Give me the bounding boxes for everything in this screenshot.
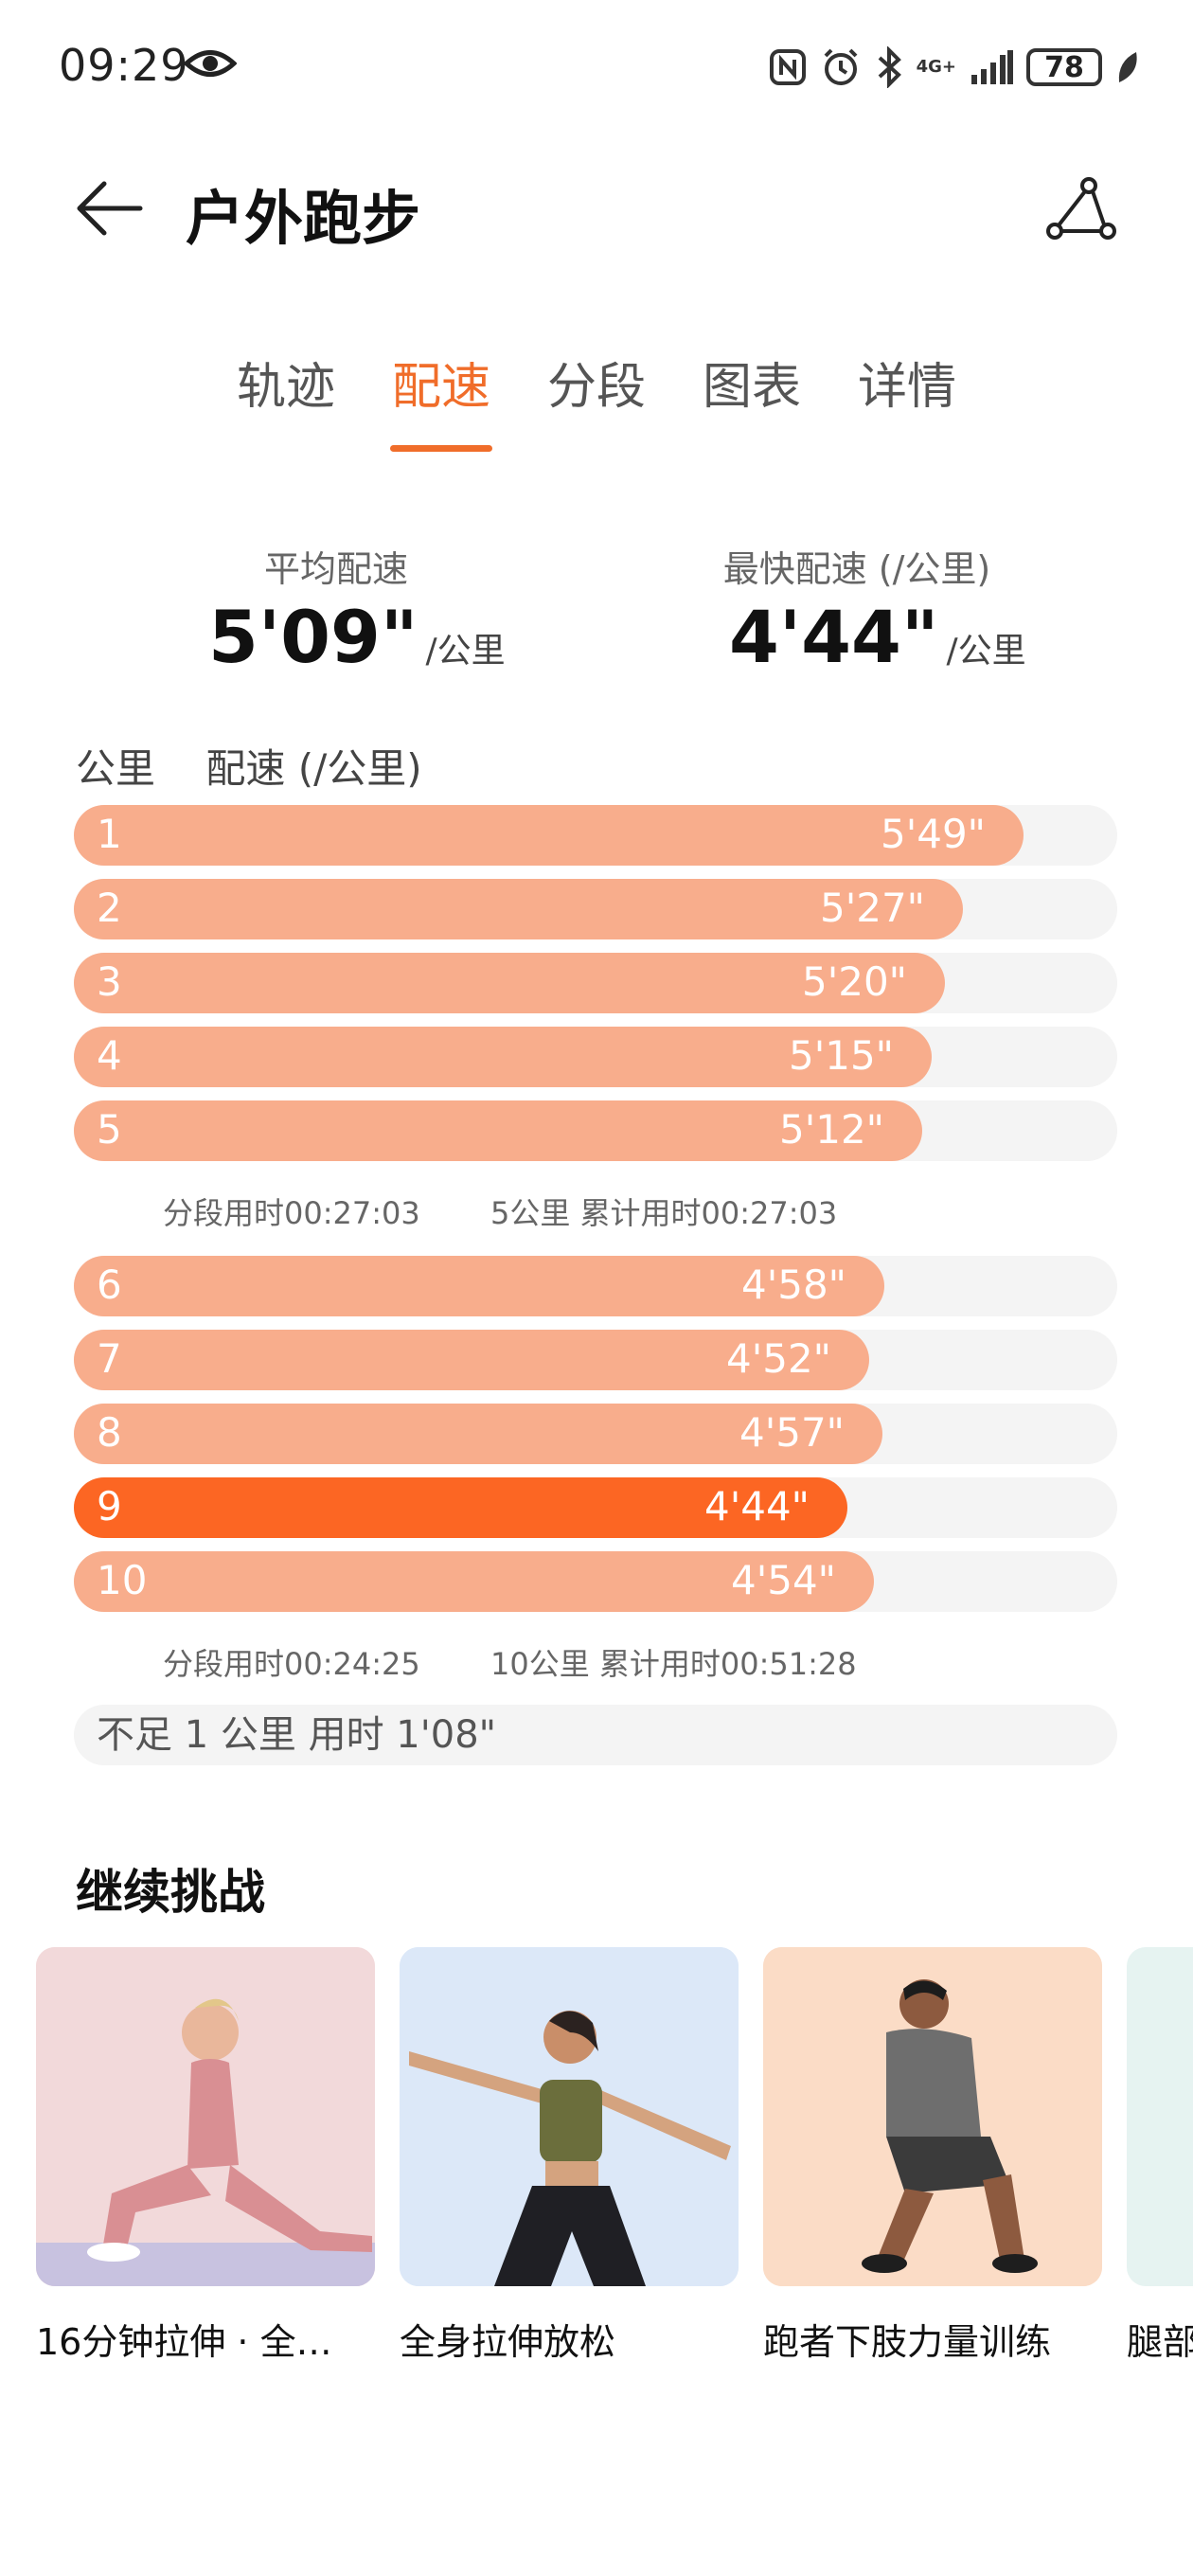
split-km: 3 <box>97 958 122 1005</box>
back-arrow-icon[interactable] <box>76 180 144 241</box>
split-row: 2 5'27" <box>74 879 1117 939</box>
remainder-row: 不足 1 公里 用时 1'08" <box>74 1705 1117 1765</box>
split-km: 1 <box>97 811 122 857</box>
squat-figure-image <box>763 1947 1102 2286</box>
tab-pace[interactable]: 配速 <box>389 347 493 452</box>
split-km: 7 <box>97 1335 122 1382</box>
split-bar <box>74 1256 884 1316</box>
eye-icon <box>183 47 238 83</box>
split-bar <box>74 1027 932 1087</box>
signal-icon <box>971 50 1013 84</box>
split-km: 5 <box>97 1106 122 1153</box>
workout-card-image[interactable] <box>1127 1947 1193 2286</box>
yoga-figure-image <box>400 1947 739 2286</box>
avg-pace-unit: /公里 <box>425 632 506 671</box>
split-pace: 4'57" <box>739 1409 845 1456</box>
split-pace: 4'58" <box>740 1261 846 1308</box>
split-km: 10 <box>97 1557 148 1603</box>
fastest-pace-unit: /公里 <box>946 632 1026 671</box>
cumulative-time: 5公里 累计用时00:27:03 <box>490 1195 838 1231</box>
column-km: 公里 <box>76 745 156 792</box>
workout-card-title[interactable]: 跑者下肢力量训练 <box>763 2321 1052 2363</box>
nfc-icon <box>769 49 806 85</box>
tab-details[interactable]: 详情 <box>858 359 957 416</box>
split-pace: 5'49" <box>880 811 986 857</box>
split-row: 4 5'15" <box>74 1027 1117 1087</box>
split-bar <box>74 1477 847 1538</box>
split-bar <box>74 1551 874 1612</box>
tab-splits[interactable]: 分段 <box>546 359 646 416</box>
workout-card-title[interactable]: 16分钟拉伸 · 全… <box>36 2321 332 2363</box>
split-bar <box>74 1404 882 1464</box>
split-pace: 5'27" <box>819 885 925 931</box>
split-pace: 4'44" <box>703 1483 810 1530</box>
fastest-pace-number: 4'44" <box>729 595 939 679</box>
split-pace: 5'20" <box>801 958 907 1005</box>
tab-track[interactable]: 轨迹 <box>236 359 335 416</box>
split-bar <box>74 1330 869 1390</box>
workout-card-image[interactable] <box>400 1947 739 2286</box>
split-bar <box>74 879 963 939</box>
split-bar <box>74 1100 922 1161</box>
split-pace: 5'15" <box>788 1032 894 1079</box>
workout-card-image[interactable] <box>36 1947 375 2286</box>
leaf-icon <box>1118 52 1137 82</box>
route-share-icon[interactable] <box>1045 176 1117 246</box>
workout-card-image[interactable] <box>763 1947 1102 2286</box>
split-km: 6 <box>97 1261 122 1308</box>
stretching-figure-image <box>36 1947 375 2286</box>
fastest-pace-value: 4'44" /公里 <box>729 595 1026 679</box>
split-pace: 5'12" <box>778 1106 884 1153</box>
avg-pace-value: 5'09" /公里 <box>208 595 506 679</box>
workout-card-title[interactable]: 全身拉伸放松 <box>400 2321 616 2363</box>
split-bar <box>74 805 1024 866</box>
split-row: 6 4'58" <box>74 1256 1117 1316</box>
split-row: 3 5'20" <box>74 953 1117 1013</box>
network-type: 4G+ <box>916 57 956 77</box>
status-time: 09:29 <box>59 40 189 91</box>
section-title: 继续挑战 <box>76 1865 265 1920</box>
split-row: 8 4'57" <box>74 1404 1117 1464</box>
split-row: 7 4'52" <box>74 1330 1117 1390</box>
alarm-icon <box>824 48 858 85</box>
split-km: 8 <box>97 1409 122 1456</box>
split-row: 1 5'49" <box>74 805 1117 866</box>
split-bar <box>74 953 945 1013</box>
segment-time: 分段用时00:27:03 <box>163 1195 420 1231</box>
column-pace: 配速 (/公里) <box>205 745 422 792</box>
split-pace: 4'52" <box>725 1335 831 1382</box>
split-km: 2 <box>97 885 122 931</box>
battery-indicator: 78 <box>1026 48 1102 86</box>
split-row: 9 4'44" <box>74 1477 1117 1538</box>
bluetooth-icon <box>878 46 901 88</box>
avg-pace-label: 平均配速 <box>263 548 408 590</box>
split-row: 5 5'12" <box>74 1100 1117 1161</box>
avg-pace-number: 5'09" <box>208 595 418 679</box>
tab-bar: 轨迹 配速 分段 图表 详情 <box>0 347 1193 452</box>
pace-table-header: 公里 配速 (/公里) <box>76 737 460 795</box>
segment-time: 分段用时00:24:25 <box>163 1646 420 1682</box>
status-icons: 4G+ 78 <box>769 44 1140 91</box>
split-km: 4 <box>97 1032 122 1079</box>
split-row: 10 4'54" <box>74 1551 1117 1612</box>
tab-charts[interactable]: 图表 <box>703 359 802 416</box>
split-km: 9 <box>97 1483 122 1530</box>
split-pace: 4'54" <box>730 1557 836 1603</box>
page-title: 户外跑步 <box>186 184 421 253</box>
workout-card-title[interactable]: 腿部 <box>1127 2321 1193 2363</box>
fastest-pace-label: 最快配速 (/公里) <box>722 548 991 590</box>
cumulative-time: 10公里 累计用时00:51:28 <box>490 1646 857 1682</box>
